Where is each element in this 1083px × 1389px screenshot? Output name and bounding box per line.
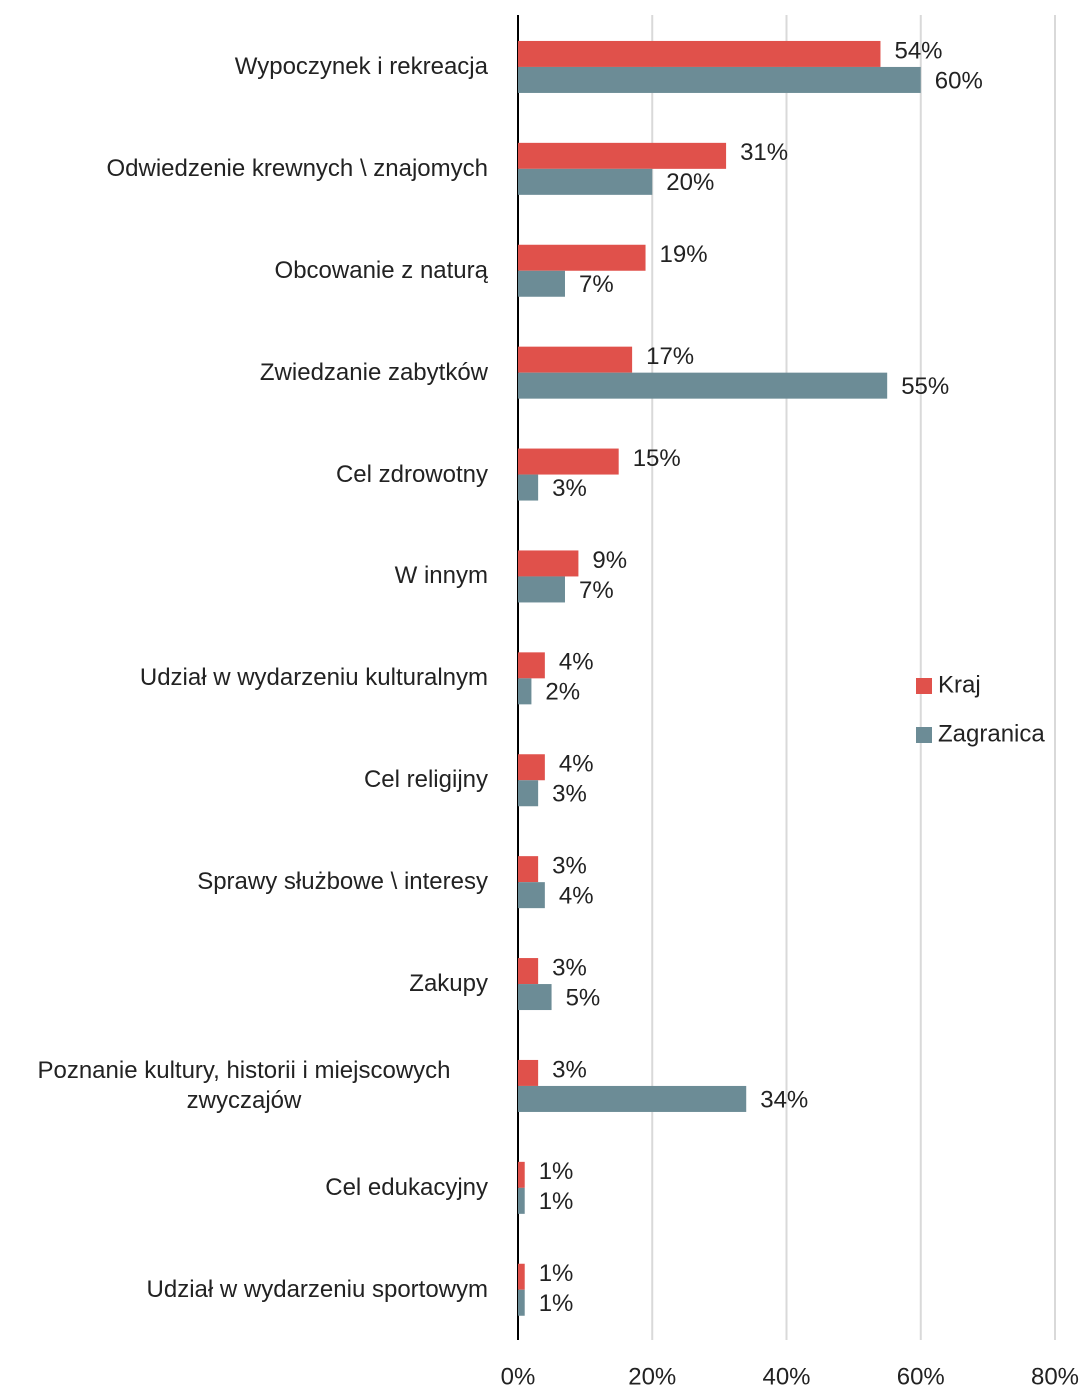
legend-label: Kraj [938, 671, 981, 698]
value-label: 7% [579, 271, 614, 298]
bar [518, 550, 579, 577]
legend-swatch [916, 727, 932, 743]
category-text: Poznanie kultury, historii i miejscowych… [37, 1056, 451, 1114]
bar [518, 652, 545, 679]
bar [518, 142, 727, 169]
bar [518, 780, 539, 807]
value-label: 3% [552, 475, 587, 502]
value-label: 5% [566, 984, 601, 1011]
bar [518, 1085, 747, 1112]
category-text: Zwiedzanie zabytków [259, 358, 488, 386]
bar [518, 372, 888, 399]
value-label: 15% [633, 445, 681, 472]
value-label: 54% [894, 37, 942, 64]
bar [518, 1289, 525, 1316]
category-text: Sprawy służbowe \ interesy [197, 868, 488, 896]
category-text: Cel zdrowotny [335, 460, 488, 488]
category-label: Cel zdrowotny [0, 460, 488, 490]
bar [518, 66, 921, 93]
category-text: Udział w wydarzeniu kulturalnym [139, 664, 488, 692]
bar [518, 984, 552, 1011]
bar [518, 1161, 525, 1188]
value-label: 4% [559, 751, 594, 778]
bar [518, 1059, 539, 1086]
bar [518, 1263, 525, 1290]
bar [518, 40, 881, 67]
x-tick-label: 60% [897, 1363, 945, 1389]
value-label: 3% [552, 1056, 587, 1083]
category-label: Odwiedzenie krewnych \ znajomych [0, 154, 488, 184]
value-label: 34% [760, 1086, 808, 1113]
value-label: 7% [579, 577, 614, 604]
value-label: 20% [666, 169, 714, 196]
legend-swatch [916, 678, 932, 694]
x-tick-label: 80% [1031, 1363, 1079, 1389]
bar [518, 448, 619, 475]
value-label: 1% [539, 1188, 574, 1215]
bar [518, 474, 539, 501]
category-text: W innym [394, 562, 488, 590]
bar [518, 678, 532, 705]
value-label: 2% [545, 679, 580, 706]
value-label: 3% [552, 781, 587, 808]
bar [518, 856, 539, 883]
value-label: 31% [740, 139, 788, 166]
category-label: Wypoczynek i rekreacja [0, 52, 488, 82]
value-label: 17% [646, 343, 694, 370]
value-label: 9% [592, 547, 627, 574]
category-text: Obcowanie z naturą [274, 256, 488, 284]
value-label: 1% [539, 1290, 574, 1317]
category-label: Obcowanie z naturą [0, 256, 488, 286]
value-label: 19% [660, 241, 708, 268]
category-label: W innym [0, 561, 488, 591]
value-label: 3% [552, 852, 587, 879]
value-label: 1% [539, 1158, 574, 1185]
value-label: 4% [559, 649, 594, 676]
bar [518, 576, 565, 603]
bar [518, 1187, 525, 1214]
category-text: Wypoczynek i rekreacja [234, 52, 488, 80]
category-text: Cel edukacyjny [325, 1173, 488, 1201]
bar [518, 346, 633, 373]
x-tick-label: 0% [501, 1363, 536, 1389]
value-label: 60% [935, 67, 983, 94]
x-tick-label: 20% [628, 1363, 676, 1389]
bar [518, 168, 653, 195]
category-text: Odwiedzenie krewnych \ znajomych [106, 154, 488, 182]
category-label: Cel religijny [0, 765, 488, 795]
category-label: Zwiedzanie zabytków [0, 358, 488, 388]
value-label: 55% [901, 373, 949, 400]
value-label: 1% [539, 1260, 574, 1287]
category-label: Udział w wydarzeniu kulturalnym [0, 663, 488, 693]
category-label: Zakupy [0, 969, 488, 999]
category-label: Udział w wydarzeniu sportowym [0, 1275, 488, 1305]
category-label: Poznanie kultury, historii i miejscowych… [0, 1056, 488, 1116]
category-text: Udział w wydarzeniu sportowym [146, 1275, 488, 1303]
bar [518, 958, 539, 985]
legend-label: Zagranica [938, 720, 1045, 747]
category-text: Cel religijny [363, 766, 488, 794]
bar [518, 882, 545, 909]
category-text: Zakupy [409, 970, 488, 998]
bar [518, 270, 565, 297]
category-label: Sprawy służbowe \ interesy [0, 867, 488, 897]
x-tick-label: 40% [762, 1363, 810, 1389]
bar [518, 244, 646, 271]
value-label: 4% [559, 882, 594, 909]
bar [518, 754, 545, 781]
category-label: Cel edukacyjny [0, 1173, 488, 1203]
value-label: 3% [552, 954, 587, 981]
